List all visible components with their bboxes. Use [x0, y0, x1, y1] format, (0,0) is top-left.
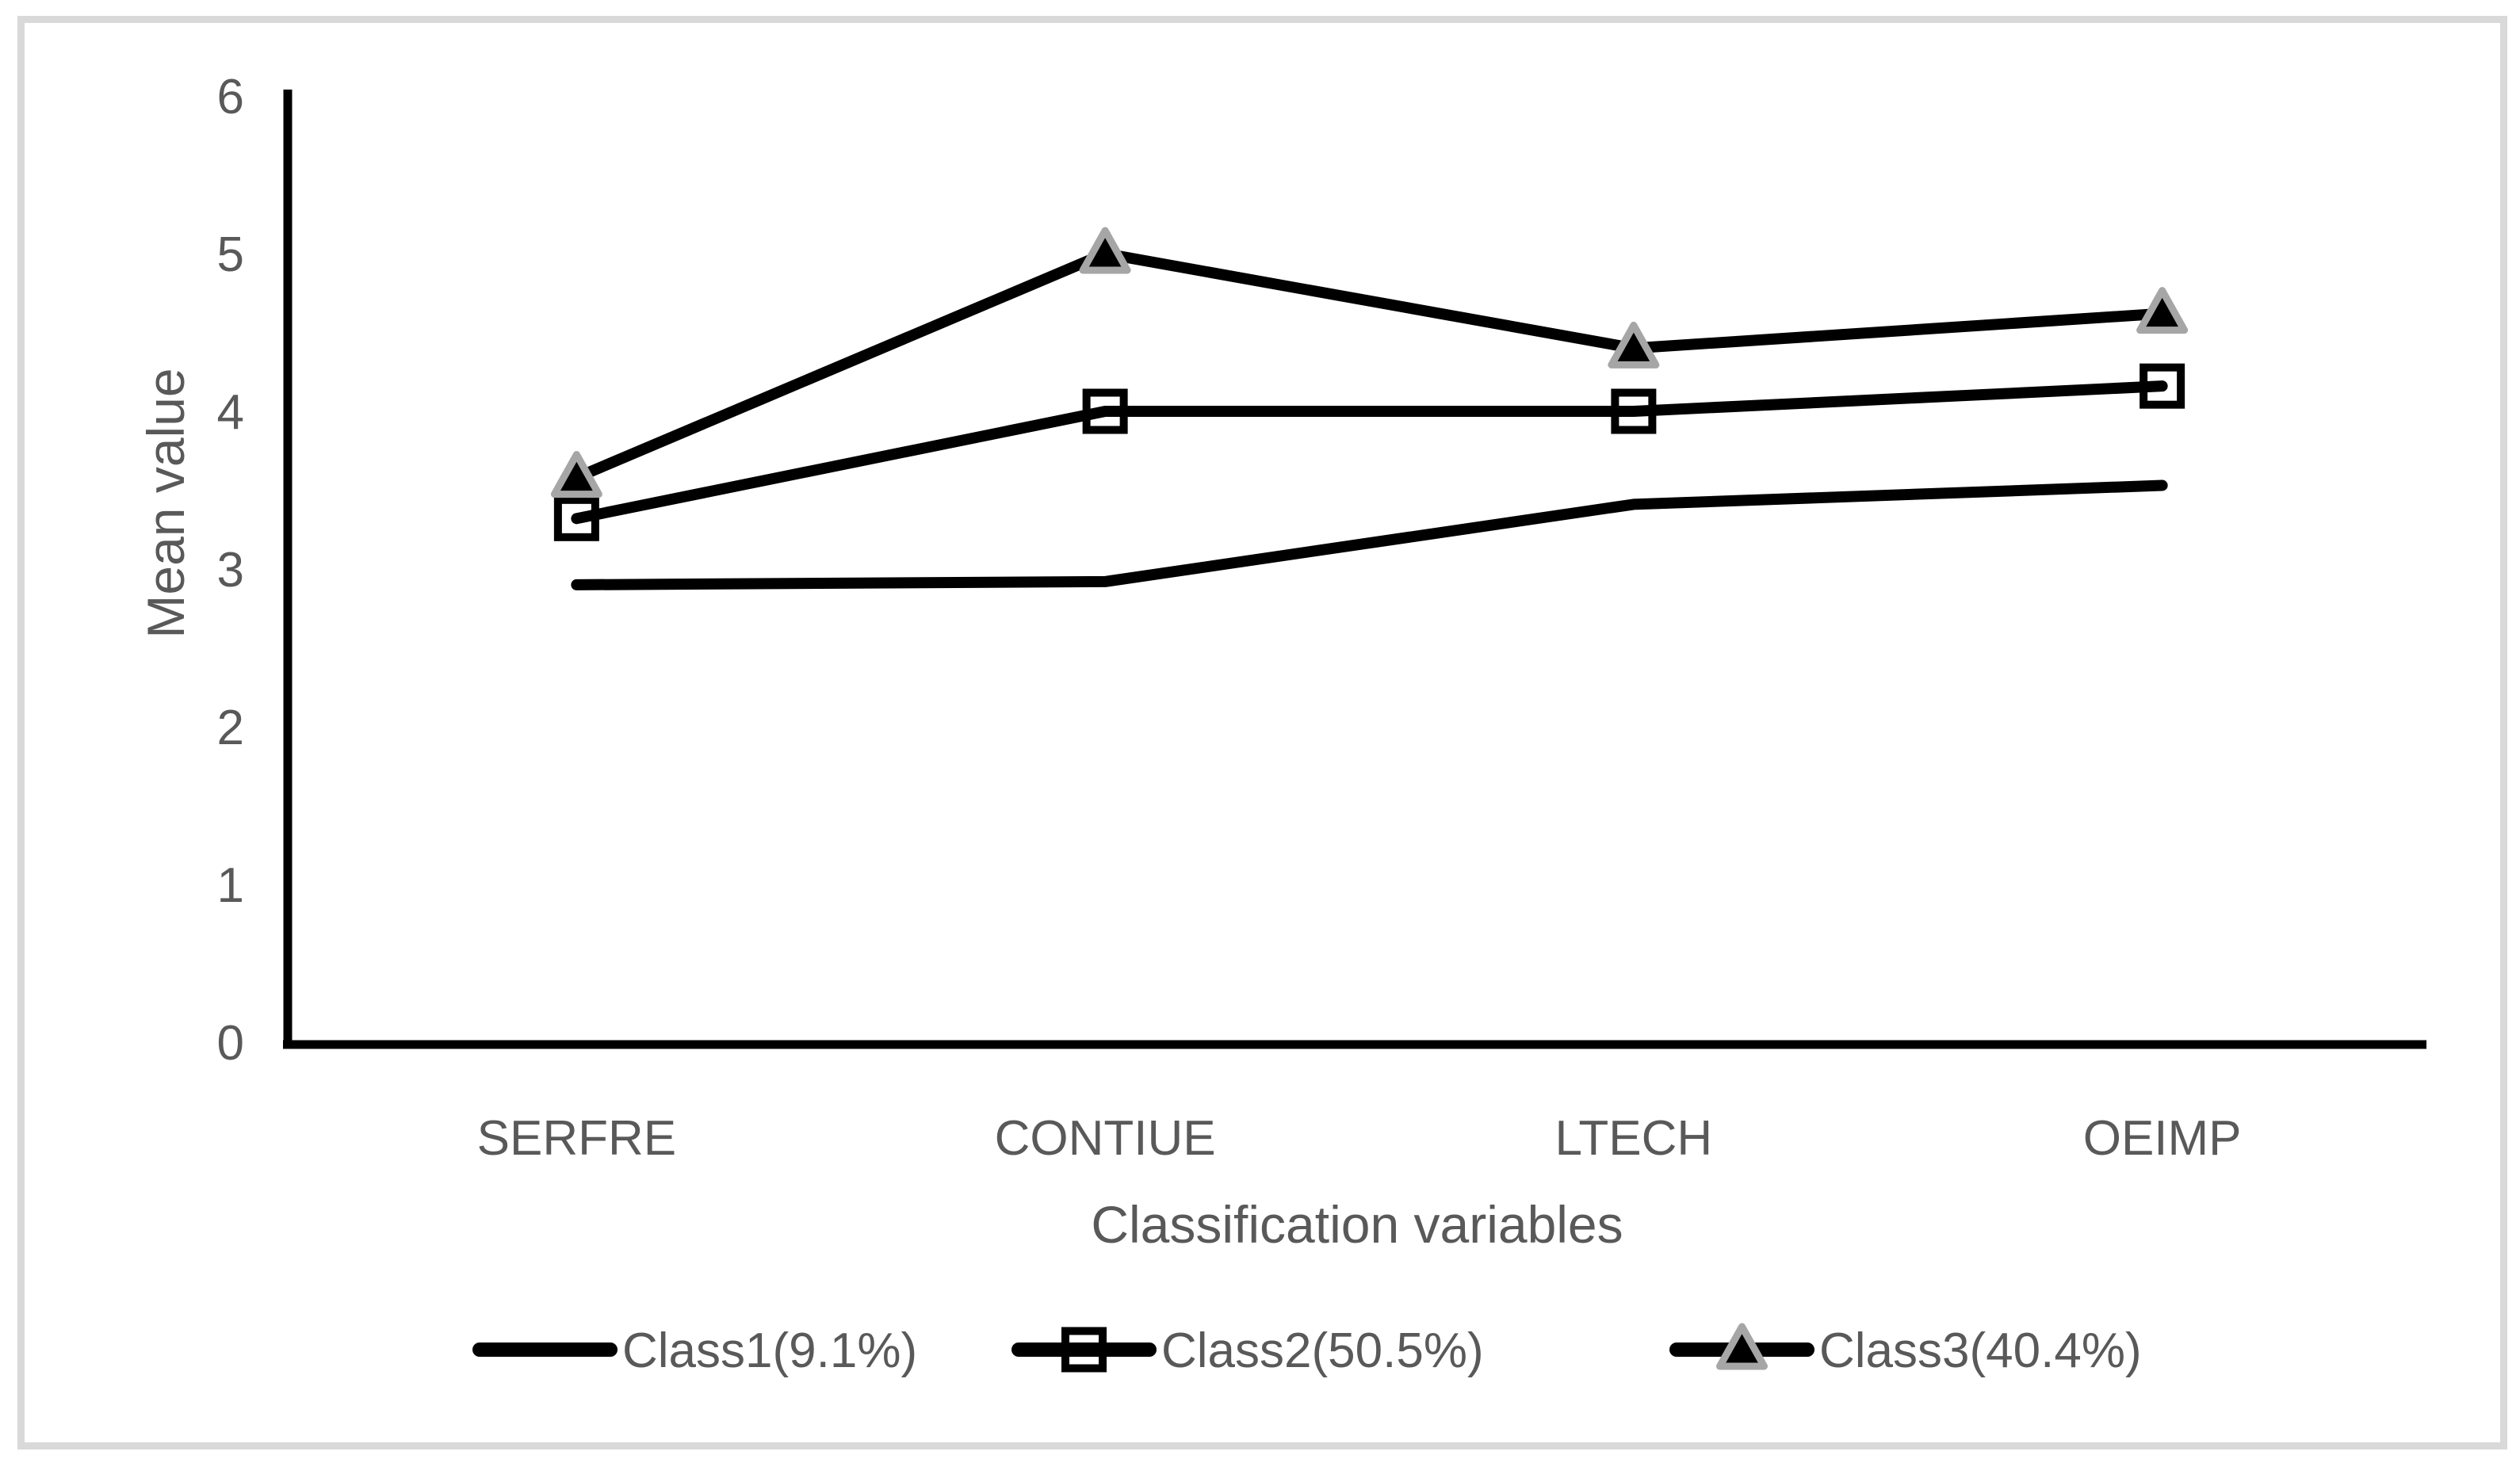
- x-tick-label-ltech: LTECH: [1555, 1111, 1713, 1166]
- legend-label-3: Class3(40.4%): [1819, 1323, 2142, 1378]
- x-tick-label-contiue: CONTIUE: [995, 1111, 1216, 1166]
- legend-triangle-marker: [1716, 1323, 1768, 1370]
- y-tick-label-3: 3: [217, 543, 244, 598]
- series2-square-marker: [1082, 388, 1128, 434]
- series-line-2: [571, 380, 2168, 525]
- series3-triangle-marker: [1608, 321, 1660, 369]
- y-tick-label-4: 4: [217, 385, 244, 440]
- figure-border-frame: [17, 16, 2507, 1449]
- legend-label-2: Class2(50.5%): [1161, 1323, 1484, 1378]
- x-axis-title: Classification variables: [1091, 1195, 1623, 1254]
- y-axis-title: Mean value: [136, 368, 195, 638]
- series3-triangle-marker: [550, 451, 602, 498]
- y-tick-label-1: 1: [217, 858, 244, 913]
- series2-square-marker: [1611, 388, 1657, 434]
- legend-label-1: Class1(9.1%): [622, 1323, 917, 1378]
- legend-square-marker: [1061, 1327, 1107, 1373]
- x-tick-label-oeimp: OEIMP: [2083, 1111, 2242, 1166]
- y-tick-label-5: 5: [217, 227, 244, 282]
- series3-triangle-marker: [2136, 287, 2189, 334]
- y-tick-label-2: 2: [217, 701, 244, 755]
- series3-triangle-marker: [1079, 227, 1131, 274]
- series-line-3: [571, 248, 2168, 483]
- y-tick-label-0: 0: [217, 1016, 244, 1071]
- series2-square-marker: [553, 495, 599, 541]
- x-tick-label-serfre: SERFRE: [477, 1111, 676, 1166]
- series-line-1: [571, 479, 2168, 590]
- series2-square-marker: [2140, 363, 2185, 409]
- y-tick-label-6: 6: [217, 70, 244, 124]
